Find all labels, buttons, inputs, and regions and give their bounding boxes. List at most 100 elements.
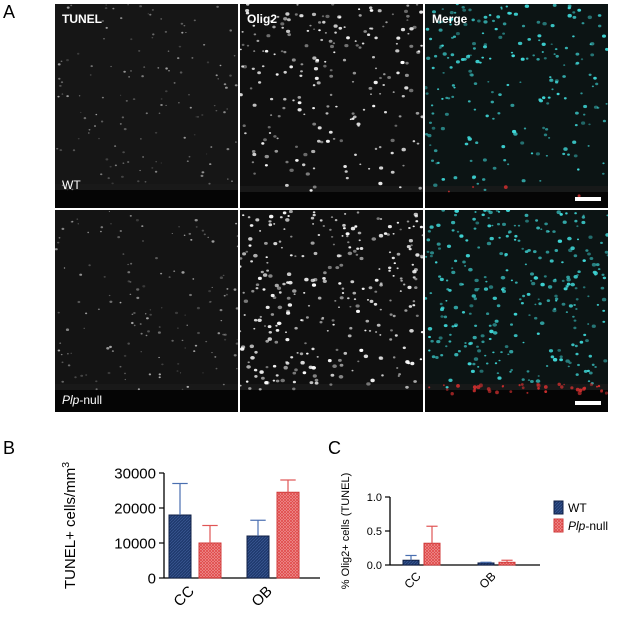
row-label-plp-null: Plp-null <box>62 393 102 407</box>
nucleus <box>324 32 327 34</box>
nucleus <box>590 42 595 46</box>
nucleus <box>497 223 500 226</box>
nucleus <box>409 88 414 93</box>
nucleus <box>59 342 62 344</box>
nucleus <box>259 230 262 232</box>
nucleus <box>349 305 352 308</box>
nucleus <box>266 261 269 264</box>
nucleus <box>379 283 383 287</box>
nucleus <box>446 244 452 248</box>
nucleus <box>581 22 585 25</box>
nucleus <box>318 29 321 32</box>
nucleus <box>127 4 129 6</box>
nucleus <box>461 6 465 9</box>
nucleus <box>517 224 521 227</box>
nucleus <box>177 363 180 365</box>
nucleus <box>243 299 249 303</box>
nucleus <box>225 293 228 296</box>
nucleus <box>310 216 315 220</box>
nucleus <box>376 323 381 327</box>
nucleus <box>312 213 316 217</box>
nucleus <box>236 245 238 248</box>
nucleus <box>325 14 330 19</box>
nucleus <box>261 142 265 145</box>
bar-ob-plp-null <box>498 561 516 566</box>
nucleus <box>359 256 364 261</box>
nucleus <box>282 211 287 215</box>
nucleus <box>356 309 360 313</box>
nucleus <box>420 331 423 334</box>
nucleus <box>405 385 409 389</box>
nucleus <box>545 365 549 367</box>
nucleus <box>373 80 378 85</box>
nucleus <box>575 373 579 376</box>
nucleus <box>574 287 578 290</box>
nucleus <box>486 312 490 315</box>
nucleus <box>451 267 454 270</box>
nucleus <box>194 219 198 222</box>
nucleus <box>309 189 313 192</box>
nucleus <box>338 26 343 30</box>
nucleus <box>429 225 434 229</box>
nucleus <box>391 256 395 260</box>
nucleus <box>334 300 337 302</box>
column-label-merge: Merge <box>432 12 468 26</box>
nucleus <box>438 275 442 278</box>
nucleus <box>61 93 64 95</box>
nucleus <box>479 61 482 64</box>
nucleus <box>492 323 497 327</box>
nucleus <box>481 340 485 344</box>
nucleus <box>374 147 378 150</box>
nucleus <box>457 350 461 353</box>
nucleus <box>181 339 184 342</box>
merge-plp-image <box>425 210 608 412</box>
nucleus <box>545 230 550 233</box>
nucleus <box>391 13 394 16</box>
tunel-signal <box>563 383 565 386</box>
nucleus <box>358 8 361 11</box>
nucleus <box>192 278 195 280</box>
nucleus <box>195 116 197 118</box>
nucleus <box>531 281 536 286</box>
nucleus <box>349 118 352 121</box>
nucleus <box>604 250 608 254</box>
nucleus <box>229 29 232 32</box>
nucleus <box>547 285 553 289</box>
nucleus <box>71 188 74 191</box>
nucleus <box>119 301 122 304</box>
nucleus <box>415 220 419 223</box>
nucleus <box>480 334 485 338</box>
nucleus <box>535 379 541 383</box>
nucleus <box>474 278 479 283</box>
nucleus <box>240 265 242 268</box>
nucleus <box>492 166 497 170</box>
nucleus <box>173 270 176 272</box>
scale-bar-plp <box>575 401 601 405</box>
nucleus <box>78 95 81 97</box>
nucleus <box>492 351 495 354</box>
nucleus <box>217 332 221 335</box>
nucleus <box>407 32 410 35</box>
nucleus <box>378 146 382 149</box>
nucleus <box>241 65 244 68</box>
nucleus <box>255 218 260 222</box>
nucleus <box>348 246 352 249</box>
nucleus <box>322 277 326 280</box>
nucleus <box>374 278 379 282</box>
nucleus <box>500 6 503 9</box>
nucleus <box>469 54 472 57</box>
nucleus <box>581 220 586 225</box>
nucleus <box>574 212 577 215</box>
bar-ob-plp-null <box>276 491 300 579</box>
nucleus <box>556 210 561 214</box>
nucleus <box>214 356 217 358</box>
nucleus <box>445 345 448 348</box>
nucleus <box>267 337 272 341</box>
nucleus <box>369 9 374 12</box>
y-axis-label: % Olig2+ cells (TUNEL) <box>340 473 352 589</box>
nucleus <box>374 36 378 40</box>
nucleus <box>513 238 517 241</box>
nucleus <box>158 356 160 359</box>
nucleus <box>152 33 155 36</box>
nucleus <box>545 250 550 254</box>
